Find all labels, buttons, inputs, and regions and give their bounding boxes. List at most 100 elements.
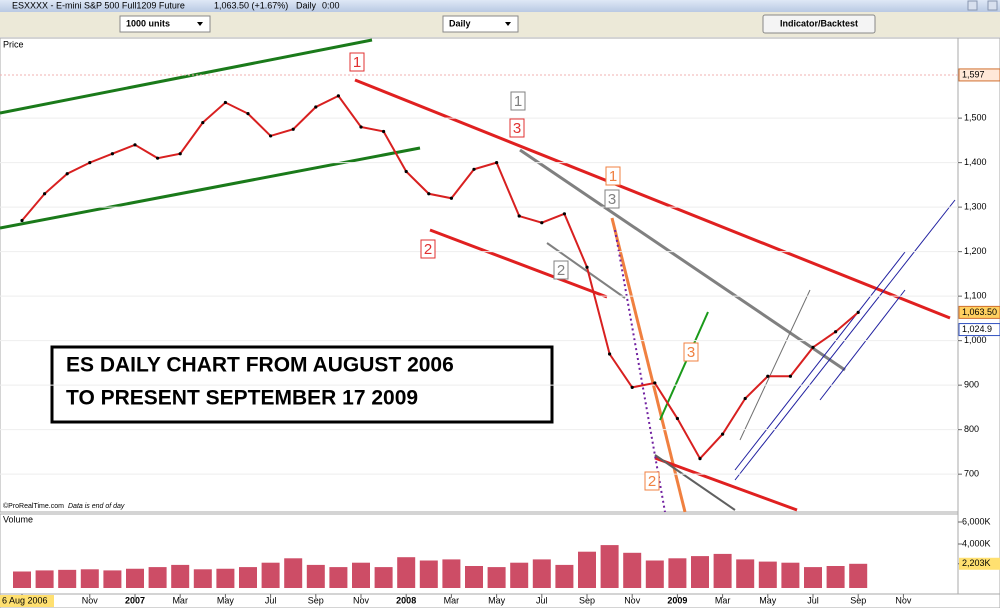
y-tick-label: 700	[964, 469, 979, 479]
volume-bar	[465, 566, 483, 588]
x-tick-label: Sep	[579, 595, 595, 605]
price-point	[562, 212, 567, 216]
indicator-button-text: Indicator/Backtest	[780, 18, 858, 28]
x-tick-label: Mar	[444, 595, 460, 605]
y-tick-label: 1,100	[964, 291, 987, 301]
wave-label-box	[604, 189, 620, 209]
price-point	[834, 330, 838, 334]
price-point	[156, 156, 160, 160]
volume-bar	[306, 564, 325, 588]
price-point	[449, 196, 453, 200]
y-tick-label: 6,000K	[962, 516, 991, 526]
price-point	[20, 218, 24, 223]
x-tick-label: May	[488, 595, 506, 605]
wave-label: 1	[609, 168, 617, 185]
price-marker-label: 1,024.9	[962, 324, 992, 334]
price-point	[269, 134, 273, 138]
price-point	[675, 416, 680, 421]
price-point	[495, 161, 499, 165]
wave-label: 2	[648, 473, 656, 490]
price-point	[404, 169, 408, 174]
price-point	[65, 172, 69, 176]
volume-bar	[80, 569, 99, 588]
price-marker-label: 1,063.50	[962, 307, 997, 317]
volume-bar	[148, 567, 167, 588]
price-point	[766, 374, 770, 378]
annotation: ES DAILY CHART FROM AUGUST 2006	[66, 354, 454, 377]
window-period: Daily	[296, 0, 317, 10]
volume-bar	[193, 569, 212, 588]
volume-bar	[239, 567, 257, 588]
volume-bar	[555, 564, 574, 588]
volume-bar	[645, 560, 664, 588]
price-point	[608, 352, 612, 356]
panel-label: Price	[3, 39, 24, 49]
price-marker-box	[958, 305, 1000, 319]
x-tick-label: 2008	[396, 595, 416, 605]
volume-bar	[374, 567, 393, 588]
wave-label-box	[420, 239, 436, 259]
wave-label-box	[605, 166, 621, 186]
price-point	[359, 125, 363, 129]
x-tick-label: May	[217, 595, 235, 605]
wave-label-box	[349, 52, 365, 72]
volume-bar	[713, 553, 732, 588]
price-point	[788, 374, 793, 378]
volume-bar	[623, 552, 642, 588]
x-tick-label: Jul	[807, 595, 819, 605]
volume-bar	[442, 559, 461, 588]
wave-label: 3	[513, 120, 521, 137]
volume-bar	[284, 558, 303, 588]
units-text: 1000 units	[126, 18, 170, 28]
panel-label: Volume	[3, 514, 33, 524]
volume-bar	[668, 558, 687, 588]
timeframe-dropdown[interactable]	[442, 15, 519, 33]
x-tick-label: Mar	[172, 595, 188, 605]
volume-bar	[781, 562, 800, 588]
volume-bar	[58, 569, 77, 588]
source-note: Data is end of day	[68, 503, 125, 510]
volume-bar	[487, 567, 506, 588]
x-tick-label: 2009	[667, 595, 687, 605]
source: ©ProRealTime.com	[3, 502, 64, 510]
volume-bar	[578, 551, 596, 588]
window-time: 0:00	[322, 0, 340, 10]
x-start-box	[0, 595, 54, 607]
indicator-button[interactable]	[762, 14, 876, 34]
wave-label-box	[510, 91, 526, 111]
x-tick-label: Jul	[265, 595, 277, 605]
units-dropdown[interactable]	[119, 15, 211, 33]
price-panel	[0, 37, 959, 513]
price-point	[223, 100, 227, 105]
x-tick-label: Jul	[536, 595, 548, 605]
price-point	[585, 265, 589, 269]
volume-bar	[103, 570, 122, 588]
volume-bar	[216, 568, 235, 588]
volume-bar	[419, 560, 438, 588]
price-point	[110, 152, 114, 156]
maximize-button[interactable]	[987, 0, 998, 11]
price-point	[517, 214, 521, 218]
price-point	[178, 152, 182, 156]
volume-bar	[758, 561, 777, 588]
window-title: ESXXXX - E-mini S&P 500 Full1209 Future	[12, 0, 185, 10]
wave-label-box	[644, 471, 660, 491]
price-marker-box	[958, 68, 1000, 82]
timeframe-text: Daily	[449, 18, 471, 28]
trendlines	[0, 38, 956, 513]
y-tick-label: 1,200	[964, 246, 987, 256]
price-point	[88, 161, 92, 165]
wave-label-box	[683, 342, 699, 362]
volume-bar	[849, 563, 868, 588]
y-tick-label: 2,203K	[962, 558, 991, 568]
volume-bar	[691, 556, 709, 588]
minimize-button[interactable]	[967, 0, 978, 11]
volume-bar	[13, 571, 31, 588]
price-point	[653, 381, 657, 385]
price-point	[743, 396, 747, 401]
window-quote: 1,063.50 (+1.67%)	[214, 0, 288, 10]
y-tick-label: 4,000K	[962, 538, 991, 548]
volume-bar	[261, 562, 280, 588]
price-point	[314, 105, 318, 109]
